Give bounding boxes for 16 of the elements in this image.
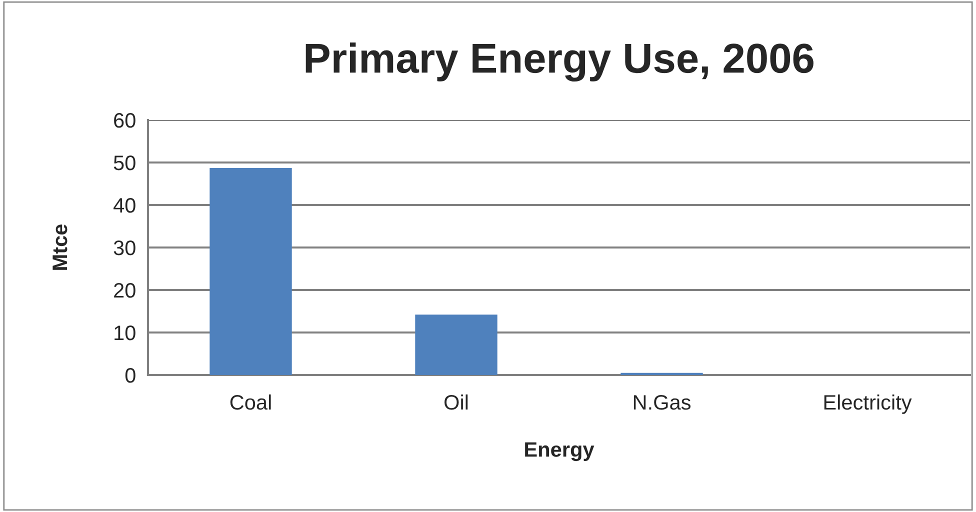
x-tick-label: Electricity <box>824 394 912 414</box>
bar <box>415 314 498 375</box>
y-tick-label: 10 <box>114 326 136 340</box>
bar <box>210 168 292 375</box>
x-axis-title: Energy <box>525 442 594 462</box>
x-tick-label: Oil <box>444 394 468 410</box>
y-axis-title: Mtce <box>52 224 68 270</box>
y-tick-label: 20 <box>114 283 136 298</box>
chart-title: Primary Energy Use, 2006 <box>306 42 814 82</box>
y-tick-label: 50 <box>114 156 136 170</box>
y-tick-label: 0 <box>125 368 136 383</box>
y-tick-label: 60 <box>114 113 136 128</box>
y-tick-label: 30 <box>114 240 136 256</box>
y-tick-label: 40 <box>114 198 136 213</box>
x-tick-label: Coal <box>230 394 271 410</box>
x-tick-label: N.Gas <box>634 394 691 410</box>
